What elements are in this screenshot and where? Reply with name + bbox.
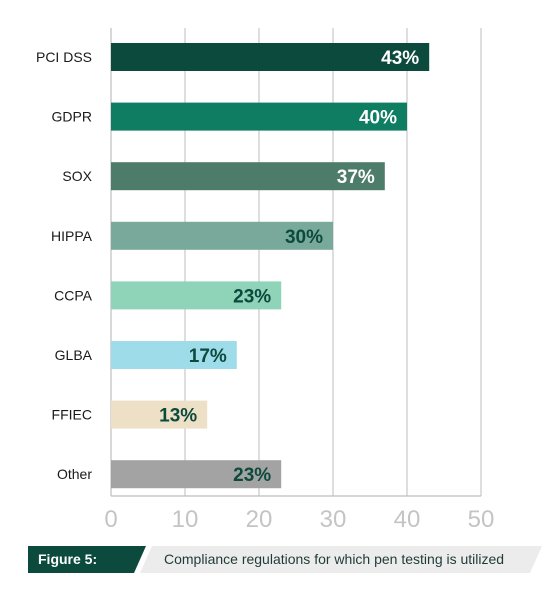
bar-value-label: 23% [233, 465, 271, 486]
category-label: Other [57, 466, 92, 482]
bar-pci-dss [111, 43, 430, 71]
x-tick-label-50: 50 [468, 506, 495, 533]
bar-other [111, 460, 282, 489]
bar-gdpr [111, 102, 407, 131]
category-label: GLBA [55, 347, 93, 363]
figure-caption-text: Compliance regulations for which pen tes… [140, 546, 542, 573]
bar-glba [111, 341, 237, 369]
bar-ccpa [111, 281, 282, 310]
category-label: PCI DSS [36, 49, 92, 65]
x-tick-label-10: 10 [172, 506, 199, 533]
category-label: FFIEC [52, 407, 92, 423]
category-label: GDPR [52, 109, 92, 125]
category-label: CCPA [54, 287, 93, 303]
category-label: HIPPA [51, 228, 93, 244]
figure-label: Figure 5: [28, 546, 146, 573]
bar-sox [111, 162, 385, 191]
bar-value-label: 17% [189, 346, 227, 367]
category-label: SOX [62, 168, 92, 184]
bar-value-label: 23% [233, 286, 271, 307]
bar-ffiec [111, 400, 208, 429]
x-tick-label-30: 30 [320, 506, 347, 533]
x-tick-label-20: 20 [246, 506, 273, 533]
bar-value-label: 37% [337, 167, 375, 188]
bar-value-label: 43% [381, 48, 419, 69]
bar-hippa [111, 221, 333, 250]
bar-value-label: 30% [285, 227, 323, 248]
figure-caption: Figure 5: Compliance regulations for whi… [28, 546, 542, 573]
bar-chart: 0 10 20 30 40 50 PCI DSS 43% GDPR 40% SOX 37% HIPPA 3… [36, 28, 495, 533]
bar-value-label: 13% [159, 406, 197, 427]
x-tick-label-0: 0 [104, 506, 117, 533]
bar-value-label: 40% [359, 108, 397, 129]
x-tick-label-40: 40 [394, 506, 421, 533]
